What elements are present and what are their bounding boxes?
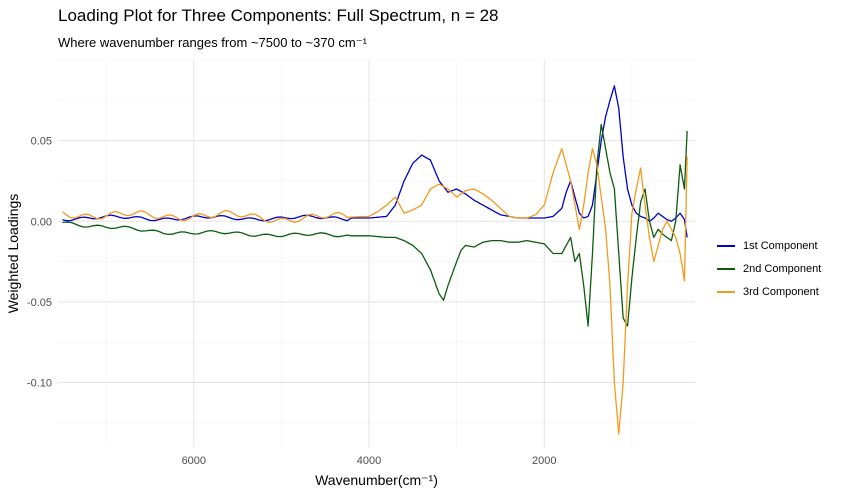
series-line-1 <box>62 85 688 238</box>
legend-item-3: 3rd Component <box>717 280 821 303</box>
chart-subtitle: Where wavenumber ranges from ~7500 to ~3… <box>58 35 367 50</box>
y-tick-label: 0.05 <box>31 136 52 148</box>
tick-labels: 0.05 0.00 -0.05 -0.10 6000 4000 2000 <box>27 136 557 467</box>
series-line-2 <box>62 123 688 327</box>
chart-title: Loading Plot for Three Components: Full … <box>58 6 499 25</box>
series-lines <box>61 85 688 435</box>
legend-item-1: 1st Component <box>717 234 821 257</box>
legend-swatch-3 <box>717 290 735 293</box>
grid-lines <box>58 59 695 447</box>
y-tick-label: -0.10 <box>27 378 52 390</box>
x-tick-label: 6000 <box>182 455 206 467</box>
x-tick-label: 2000 <box>532 455 556 467</box>
x-axis-title: Wavenumber(cm⁻¹) <box>315 472 438 488</box>
legend-label-1: 1st Component <box>743 239 818 252</box>
y-tick-label: -0.05 <box>27 297 52 309</box>
legend-label-2: 2nd Component <box>743 262 822 275</box>
legend-label-3: 3rd Component <box>743 285 819 298</box>
legend-swatch-2 <box>717 267 735 270</box>
series-line-3 <box>61 148 688 435</box>
x-tick-label: 4000 <box>357 455 381 467</box>
y-axis-title: Weighted Loadings <box>5 194 21 314</box>
legend: 1st Component 2nd Component 3rd Componen… <box>717 234 821 303</box>
legend-item-2: 2nd Component <box>717 257 821 280</box>
y-tick-label: 0.00 <box>31 216 52 228</box>
legend-swatch-1 <box>717 244 735 247</box>
